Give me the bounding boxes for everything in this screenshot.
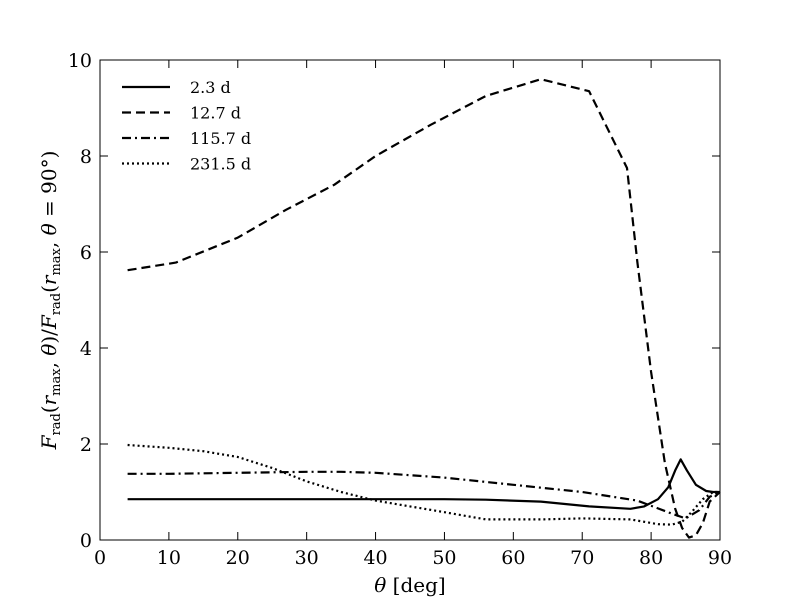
y-tick-label: 2 xyxy=(80,434,92,456)
plot-area: 0 10 20 30 40 50 60 70 80 90 0 2 4 6 8 10 2.3 d 12.7 d 1… xyxy=(68,50,732,569)
series-line-1 xyxy=(127,78,721,539)
y-tick-label: 6 xyxy=(80,242,92,264)
x-tick-label: 60 xyxy=(501,547,525,569)
plot-frame xyxy=(99,59,721,541)
x-tick-label: 30 xyxy=(295,547,319,569)
x-tick-label: 10 xyxy=(157,547,181,569)
y-tick-label: 0 xyxy=(80,530,92,552)
x-tick-label: 80 xyxy=(639,547,663,569)
x-tick-label: 50 xyxy=(432,547,456,569)
x-axis-label: θ [deg] xyxy=(374,573,445,597)
x-tick-label: 90 xyxy=(708,547,732,569)
y-tick-label: 4 xyxy=(80,338,92,360)
y-tick-label: 10 xyxy=(68,50,92,72)
legend-label-0: 2.3 d xyxy=(190,78,231,97)
series-line-3 xyxy=(127,443,720,526)
series-line-0 xyxy=(127,458,720,510)
y-axis-label: Frad(rmax, θ)/Frad(rmax, θ = 90°) xyxy=(37,151,64,451)
legend-label-2: 115.7 d xyxy=(190,129,251,148)
x-tick-label: 40 xyxy=(363,547,387,569)
y-tick-label: 8 xyxy=(80,146,92,168)
legend-label-3: 231.5 d xyxy=(190,155,251,174)
x-tick-label: 70 xyxy=(570,547,594,569)
x-axis: 0 10 20 30 40 50 60 70 80 90 xyxy=(94,60,732,569)
x-tick-label: 0 xyxy=(94,547,106,569)
series-layer xyxy=(127,78,721,539)
x-tick-label: 20 xyxy=(226,547,250,569)
y-axis: 0 2 4 6 8 10 xyxy=(68,50,720,552)
series-line-2 xyxy=(127,470,721,520)
legend-label-1: 12.7 d xyxy=(190,104,241,123)
legend: 2.3 d 12.7 d 115.7 d 231.5 d xyxy=(122,78,251,174)
